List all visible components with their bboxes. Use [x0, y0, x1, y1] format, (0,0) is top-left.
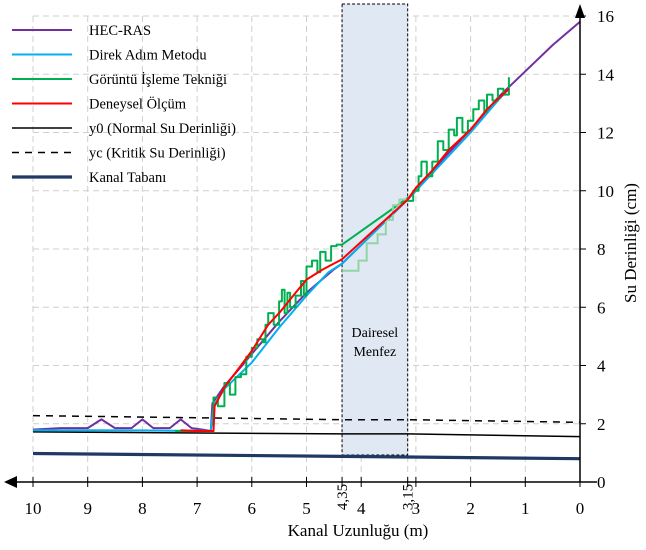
legend: HEC-RAS Direk Adım Metodu Görüntü İşleme T… — [12, 23, 236, 186]
legend-label-2: Görüntü İşleme Tekniği — [89, 72, 227, 88]
x-tick-label: 1 — [521, 499, 530, 518]
x-tick-label: 4 — [357, 499, 366, 518]
series-line-3 — [180, 88, 510, 432]
y-tick-label: 16 — [597, 7, 614, 26]
y-tick-label: 4 — [597, 357, 606, 376]
y-tick-label: 0 — [597, 473, 606, 492]
legend-label-6: Kanal Tabanı — [89, 170, 166, 186]
x-tick-label: 10 — [25, 499, 42, 518]
y-axis-label: Su Derinliği (cm) — [621, 183, 640, 303]
y-tick-label: 2 — [597, 415, 606, 434]
x-axis-arrow — [4, 476, 17, 488]
series-line-5 — [32, 414, 581, 424]
x-axis-label: Kanal Uzunluğu (m) — [288, 521, 429, 540]
legend-label-4: y0 (Normal Su Derinliği) — [89, 121, 236, 137]
culvert-label: Dairesel Menfez — [352, 326, 399, 360]
legend-label-5: yc (Kritik Su Derinliği) — [89, 146, 226, 162]
x-tick-label: 7 — [193, 499, 202, 518]
series-line-1 — [33, 88, 510, 432]
legend-label-0: HEC-RAS — [89, 23, 151, 39]
y-tick-label: 14 — [597, 65, 615, 84]
x-tick-label: 2 — [466, 499, 475, 518]
x-tick-label: 9 — [83, 499, 92, 518]
y-tick-label: 12 — [597, 124, 614, 143]
x-tick-label: 0 — [576, 499, 585, 518]
y-tick-label: 8 — [597, 240, 606, 259]
series-line-4 — [32, 431, 581, 438]
legend-label-1: Direk Adım Metodu — [89, 48, 207, 64]
x-tick-label: 5 — [302, 499, 311, 518]
culvert-label-line1: Dairesel — [352, 326, 399, 341]
x-tick-label: 6 — [248, 499, 257, 518]
y-tick-label: 10 — [597, 182, 614, 201]
culvert-label-line2: Menfez — [353, 345, 396, 360]
culvert-profile-line — [342, 198, 408, 272]
y-tick-label: 6 — [597, 298, 606, 317]
x-tick-label: 8 — [138, 499, 147, 518]
series-line-6 — [32, 451, 581, 461]
y-axis-arrow — [575, 4, 585, 18]
x-tick-label: 4,35 — [335, 484, 351, 510]
x-tick-label: 3 — [412, 499, 421, 518]
x-tick-label: 3,15 — [401, 484, 417, 510]
series-lines — [32, 21, 581, 461]
legend-label-3: Deneysel Ölçüm — [89, 96, 187, 113]
